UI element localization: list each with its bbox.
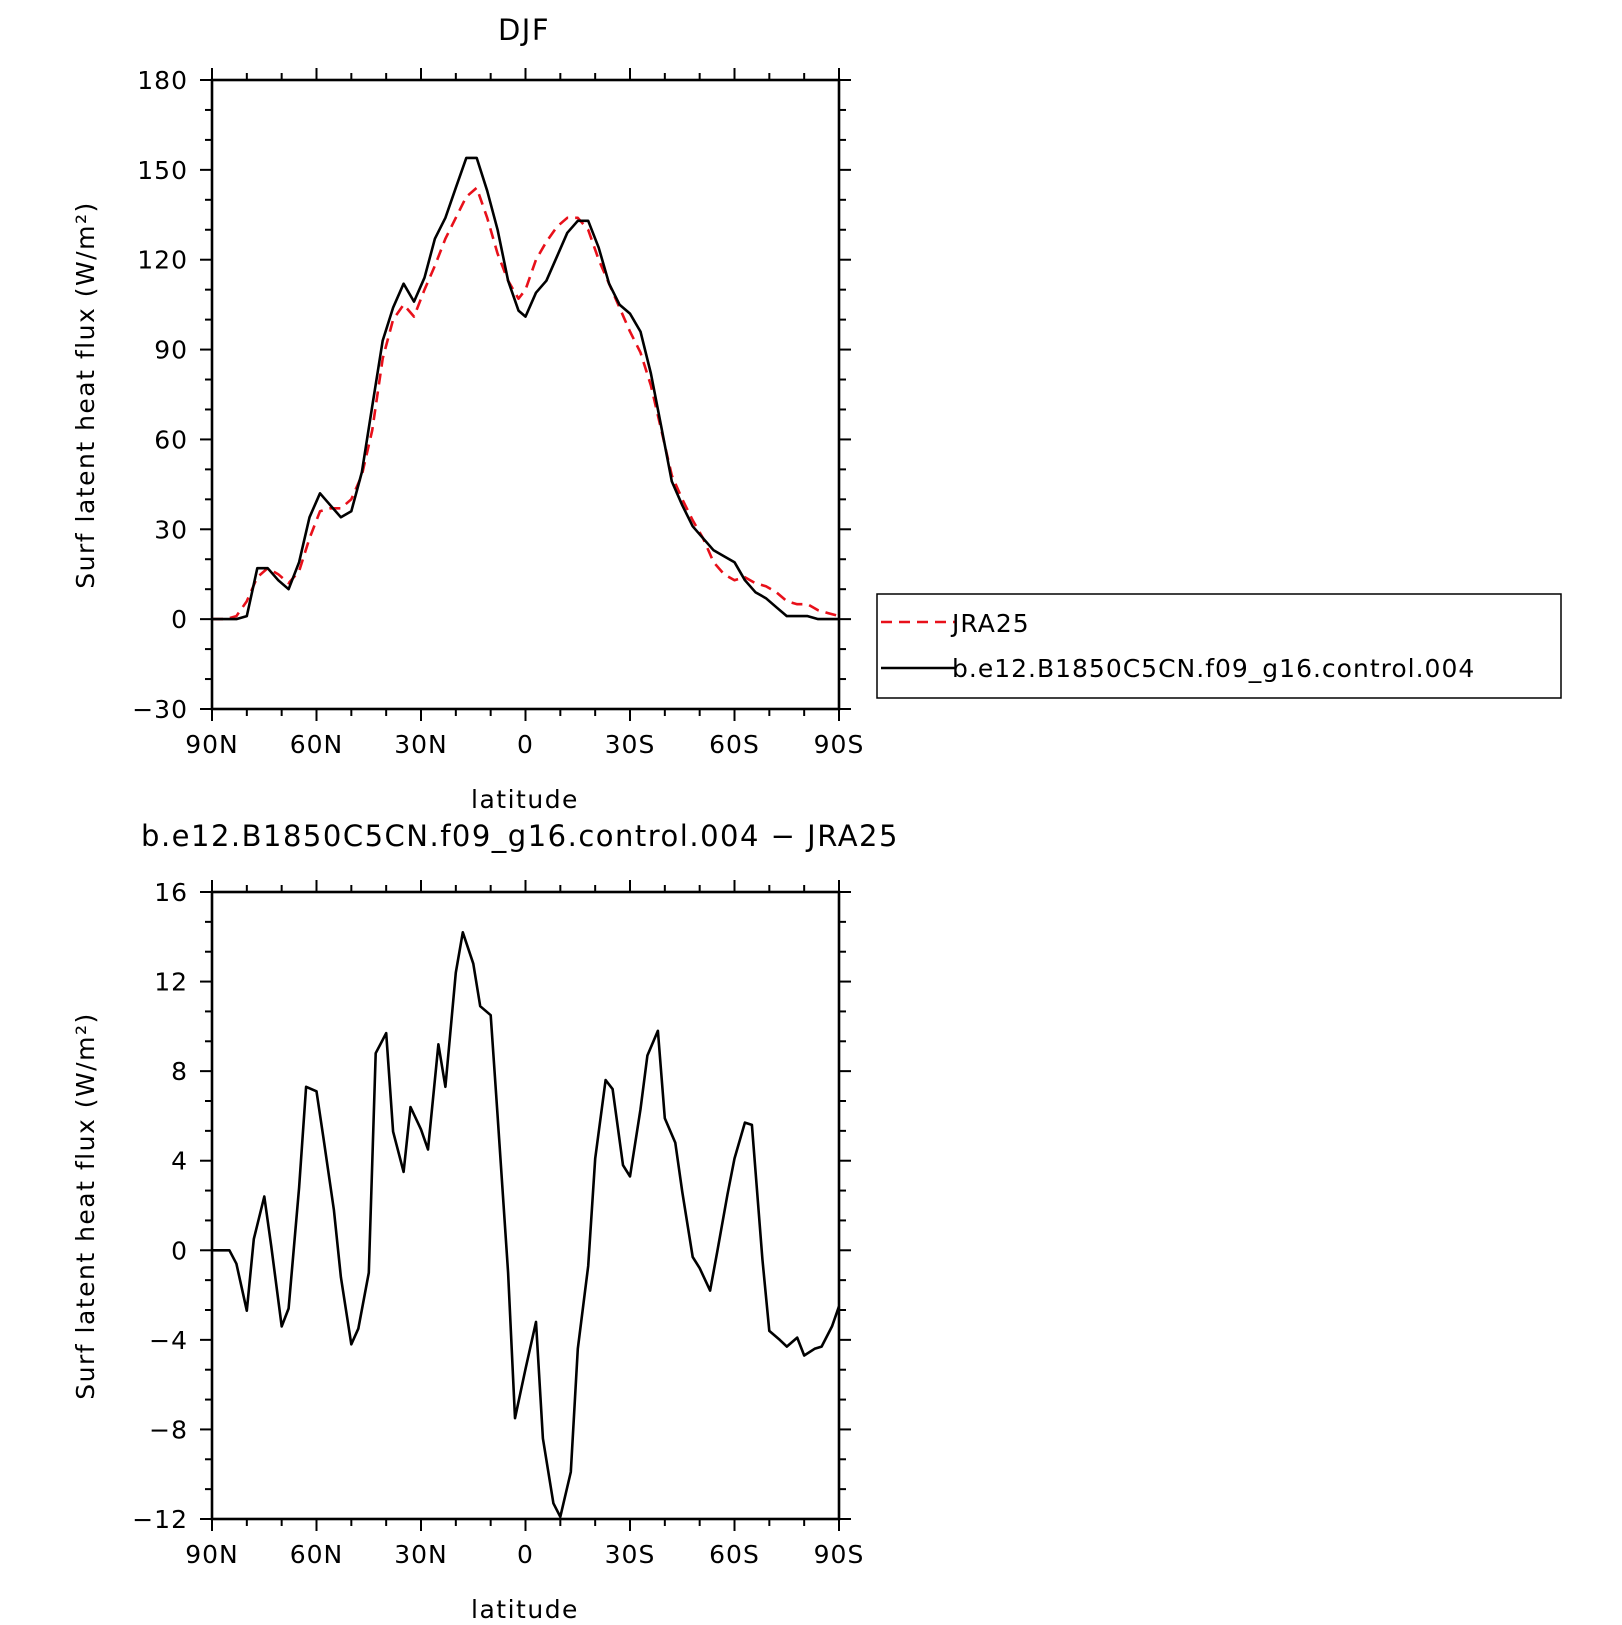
y-tick-label: −4 [149,1326,188,1355]
x-tick-label: 30N [394,1540,448,1569]
bottom-panel: b.e12.B1850C5CN.f09_g16.control.004 − JR… [71,819,899,1624]
bottom-plot-frame [210,890,841,1521]
top-series-group [212,156,840,621]
y-tick-label: 90 [154,336,188,365]
bottom-x-axis-title: latitude [471,1595,579,1624]
bottom-y-tick-labels: −12 −8 −4 0 4 8 12 16 [132,878,188,1534]
y-tick-label: 60 [154,425,188,454]
x-tick-label: 90S [814,730,865,759]
y-tick-label: 120 [137,246,188,275]
y-tick-label: 16 [154,878,188,907]
legend-box [876,593,1562,699]
y-tick-label: 12 [154,968,188,997]
top-x-tick-labels: 90N 60N 30N 0 30S 60S 90S [185,730,865,759]
y-tick-label: 180 [137,66,188,95]
legend-label-model: b.e12.B1850C5CN.f09_g16.control.004 [952,654,1475,683]
bottom-x-tick-labels: 90N 60N 30N 0 30S 60S 90S [185,1540,865,1569]
top-chart-title: DJF [498,13,550,47]
bottom-ticks [200,880,851,1531]
x-tick-label: 0 [517,1540,534,1569]
x-tick-label: 30S [605,1540,656,1569]
bottom-series-group [212,930,841,1519]
legend: JRA25 b.e12.B1850C5CN.f09_g16.control.00… [876,593,1562,699]
x-tick-label: 90N [185,1540,239,1569]
top-panel: DJF 90N 60N 30N 0 30S 60S 90S −30 0 30 60 90 120 150… [71,13,1562,814]
y-tick-label: 150 [137,156,188,185]
top-y-axis-title: Surf latent heat flux (W/m²) [71,201,100,588]
top-x-axis-title: latitude [471,785,579,814]
x-tick-label: 90N [185,730,239,759]
top-plot-frame [210,78,841,711]
bottom-chart-title: b.e12.B1850C5CN.f09_g16.control.004 − JR… [141,819,899,853]
y-tick-label: 0 [171,605,188,634]
y-tick-label: 30 [154,515,188,544]
x-tick-label: 60N [290,730,344,759]
series-line-difference [212,930,841,1519]
x-tick-label: 30S [605,730,656,759]
y-tick-label: 4 [171,1147,188,1176]
x-tick-label: 60S [709,1540,760,1569]
y-tick-label: 8 [171,1057,188,1086]
y-tick-label: −30 [132,695,188,724]
x-tick-label: 30N [394,730,448,759]
bottom-y-axis-title: Surf latent heat flux (W/m²) [71,1012,100,1399]
series-line-b-e12-b1850c5cn-f09-g16-control-004 [212,156,839,621]
x-tick-label: 60N [290,1540,344,1569]
x-tick-label: 0 [517,730,534,759]
legend-label-jra25: JRA25 [950,609,1030,638]
top-ticks [200,68,851,721]
y-tick-label: 0 [171,1236,188,1265]
y-tick-label: −12 [132,1505,188,1534]
x-tick-label: 90S [814,1540,865,1569]
y-tick-label: −8 [149,1415,188,1444]
x-tick-label: 60S [709,730,760,759]
top-y-tick-labels: −30 0 30 60 90 120 150 180 [132,66,188,724]
series-line-jra25 [212,186,840,621]
